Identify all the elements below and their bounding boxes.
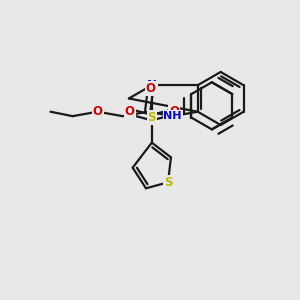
Text: O: O	[125, 105, 135, 118]
Text: S: S	[148, 111, 156, 124]
Text: S: S	[164, 176, 172, 189]
Text: NH: NH	[164, 111, 182, 121]
Text: O: O	[169, 105, 179, 118]
Text: O: O	[93, 105, 103, 118]
Text: O: O	[146, 82, 156, 95]
Text: N: N	[147, 79, 157, 92]
